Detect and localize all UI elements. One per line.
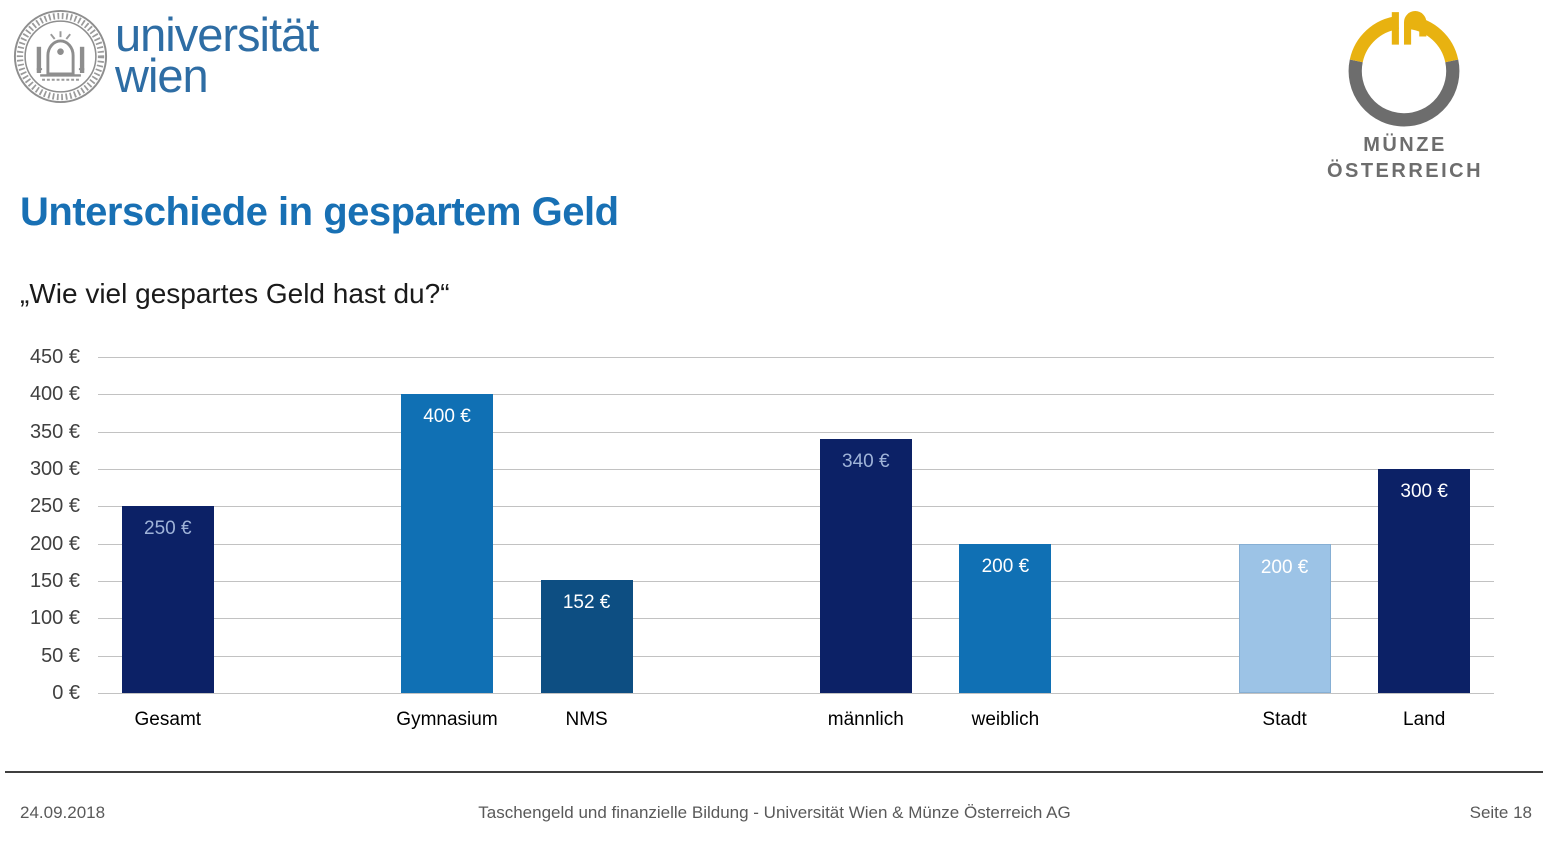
y-axis-tick-label: 250 € — [29, 495, 80, 518]
bar-weiblich: 200 € — [959, 543, 1052, 693]
y-axis-tick-label: 450 € — [29, 346, 80, 368]
footer-divider — [5, 771, 1543, 773]
gridline — [98, 394, 1494, 396]
bar-gymnasium: 400 € — [401, 394, 493, 693]
gridline — [98, 618, 1494, 620]
muenze-wordmark-line2: ÖSTERREICH — [1326, 160, 1484, 182]
y-axis-tick-label: 200 € — [29, 532, 80, 555]
bar-land: 300 € — [1378, 469, 1471, 693]
bar-value-label: 250 € — [144, 518, 192, 540]
x-axis-category-label: Land — [1403, 709, 1446, 730]
bar-value-label: 340 € — [842, 451, 890, 473]
gridline — [98, 581, 1494, 582]
bar-value-label: 152 € — [562, 591, 611, 613]
x-axis-category-label: Stadt — [1262, 709, 1307, 730]
y-axis-tick-label: 150 € — [29, 570, 80, 592]
university-wordmark-line2: wien — [115, 49, 209, 103]
muenze-circle-icon — [1348, 11, 1460, 127]
muenze-oesterreich-logo: MÜNZE ÖSTERREICH — [1280, 0, 1530, 190]
x-axis-category-label: weiblich — [971, 709, 1040, 730]
muenze-wordmark-line1: MÜNZE — [1363, 134, 1447, 156]
bar-value-label: 200 € — [981, 555, 1030, 577]
gridline — [98, 431, 1494, 433]
muenze-wordmark: MÜNZE ÖSTERREICH — [1280, 132, 1530, 184]
footer-title: Taschengeld und finanzielle Bildung - Un… — [478, 803, 1071, 822]
bar-männlich: 340 € — [819, 439, 912, 693]
bar-value-label: 200 € — [1260, 556, 1309, 578]
subtitle-question: „Wie viel gespartes Geld hast du?“ — [20, 278, 450, 309]
gridline — [98, 469, 1494, 470]
y-axis-tick-label: 400 € — [29, 383, 80, 406]
page-title: Unterschiede in gespartem Geld — [20, 190, 619, 234]
footer-date: 24.09.2018 — [20, 803, 106, 822]
y-axis-tick-label: 300 € — [29, 458, 80, 480]
university-wordmark-line1: universität — [115, 8, 319, 61]
bar-gesamt: 250 € — [121, 506, 214, 693]
bar-stadt: 200 € — [1238, 543, 1331, 693]
gridline — [98, 543, 1494, 545]
gridline — [98, 693, 1494, 694]
gridline — [98, 506, 1494, 508]
university-wien-logo: universität wien — [12, 8, 322, 108]
gridline — [98, 357, 1494, 358]
y-axis-tick-label: 50 € — [41, 644, 80, 667]
bar-value-label: 400 € — [423, 406, 471, 428]
footer-page-number: Seite 18 — [1469, 803, 1532, 822]
x-axis-category-label: NMS — [565, 709, 608, 730]
y-axis-tick-label: 350 € — [29, 420, 80, 443]
x-axis-category-label: Gesamt — [134, 709, 202, 730]
university-seal-icon — [13, 9, 108, 104]
x-axis-category-label: männlich — [827, 709, 904, 730]
bar-value-label: 300 € — [1400, 481, 1448, 502]
university-wordmark: universität wien — [115, 8, 319, 103]
y-axis-tick-label: 0 € — [52, 682, 80, 704]
bar-nms: 152 € — [540, 579, 633, 693]
y-axis-tick-label: 100 € — [29, 607, 80, 630]
gridline — [98, 655, 1494, 657]
x-axis-category-label: Gymnasium — [396, 709, 498, 730]
